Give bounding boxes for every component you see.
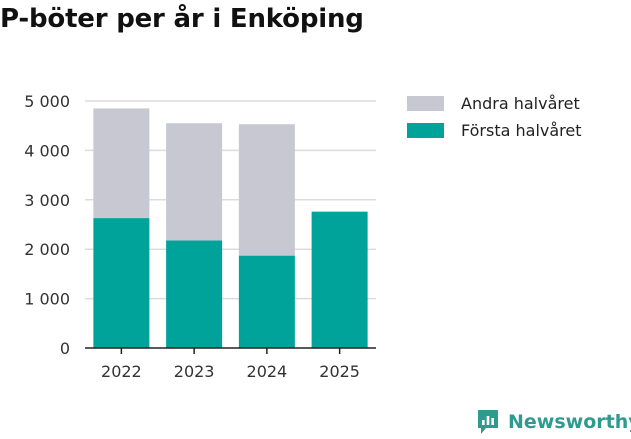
x-tick-label: 2022 (101, 362, 142, 381)
x-tick-label: 2024 (247, 362, 288, 381)
y-tick-label: 0 (60, 339, 70, 358)
bar-first-half (238, 255, 295, 348)
bar-first-half (93, 218, 150, 348)
y-tick-label: 5 000 (24, 92, 70, 111)
bar-second-half (238, 124, 295, 256)
legend-item-first-half: Första halvåret (407, 117, 582, 144)
x-tick-label: 2025 (319, 362, 360, 381)
legend-label-second-half: Andra halvåret (461, 94, 580, 113)
bar-second-half (166, 123, 223, 241)
legend-swatch-first-half (407, 123, 444, 138)
y-axis-ticks: 0 1 000 2 000 3 000 4 000 5 000 (24, 92, 70, 358)
brand-logo: Newsworthy (476, 408, 631, 436)
legend-label-first-half: Första halvåret (461, 121, 582, 140)
legend: Andra halvåret Första halvåret (407, 90, 582, 144)
y-tick-label: 3 000 (24, 191, 70, 210)
newsworthy-logo-icon (478, 410, 498, 434)
x-axis-ticks: 2022 2023 2024 2025 (101, 348, 360, 381)
y-tick-label: 4 000 (24, 141, 70, 160)
legend-item-second-half: Andra halvåret (407, 90, 582, 117)
bars (93, 108, 368, 348)
legend-swatch-second-half (407, 96, 444, 111)
bar-first-half (311, 211, 368, 348)
y-tick-label: 2 000 (24, 240, 70, 259)
bar-second-half (93, 108, 150, 219)
bar-first-half (166, 240, 223, 348)
x-tick-label: 2023 (174, 362, 215, 381)
chart-title: P-böter per år i Enköping (0, 4, 364, 34)
brand-name: Newsworthy (508, 411, 631, 433)
y-tick-label: 1 000 (24, 290, 70, 309)
